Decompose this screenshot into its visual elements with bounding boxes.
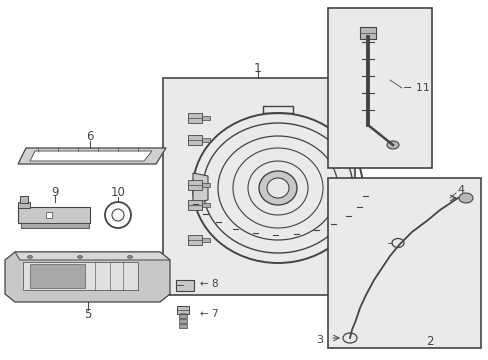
Bar bbox=[179, 314, 186, 318]
Bar bbox=[202, 183, 209, 187]
Bar bbox=[30, 264, 85, 288]
Bar bbox=[179, 319, 186, 323]
Bar bbox=[202, 116, 209, 120]
Bar bbox=[187, 235, 202, 245]
Bar bbox=[187, 180, 202, 190]
Text: 4: 4 bbox=[456, 185, 463, 195]
Text: 3: 3 bbox=[316, 335, 323, 345]
Ellipse shape bbox=[259, 171, 296, 205]
Bar bbox=[46, 212, 52, 218]
Polygon shape bbox=[30, 151, 152, 161]
Polygon shape bbox=[193, 173, 207, 203]
Text: ← 8: ← 8 bbox=[200, 279, 218, 289]
Bar bbox=[177, 306, 189, 314]
Bar bbox=[202, 238, 209, 242]
Bar bbox=[187, 135, 202, 145]
Polygon shape bbox=[5, 252, 170, 302]
Bar bbox=[18, 202, 30, 208]
Polygon shape bbox=[18, 148, 165, 164]
Text: 6: 6 bbox=[86, 130, 94, 143]
Bar bbox=[327, 178, 480, 348]
Ellipse shape bbox=[458, 193, 472, 203]
Text: 10: 10 bbox=[110, 185, 125, 198]
Bar bbox=[21, 223, 89, 228]
Bar bbox=[23, 262, 138, 290]
Bar bbox=[359, 27, 375, 39]
Ellipse shape bbox=[77, 256, 82, 258]
Bar bbox=[202, 138, 209, 142]
Polygon shape bbox=[15, 252, 170, 260]
Bar bbox=[176, 280, 194, 291]
Text: 5: 5 bbox=[84, 309, 92, 321]
Ellipse shape bbox=[386, 141, 398, 149]
Text: 2: 2 bbox=[426, 335, 433, 348]
Bar bbox=[179, 324, 186, 328]
Bar bbox=[327, 8, 431, 168]
Bar bbox=[20, 196, 28, 203]
Ellipse shape bbox=[266, 178, 288, 198]
Bar bbox=[187, 200, 202, 210]
Text: 9: 9 bbox=[51, 185, 59, 198]
Bar bbox=[202, 203, 209, 207]
Text: − 11: − 11 bbox=[402, 83, 429, 93]
Ellipse shape bbox=[27, 256, 32, 258]
Bar bbox=[18, 207, 90, 223]
Text: 1: 1 bbox=[254, 62, 262, 75]
Bar bbox=[163, 78, 354, 295]
Ellipse shape bbox=[127, 256, 132, 258]
Bar bbox=[187, 113, 202, 123]
Text: ← 7: ← 7 bbox=[200, 309, 218, 319]
